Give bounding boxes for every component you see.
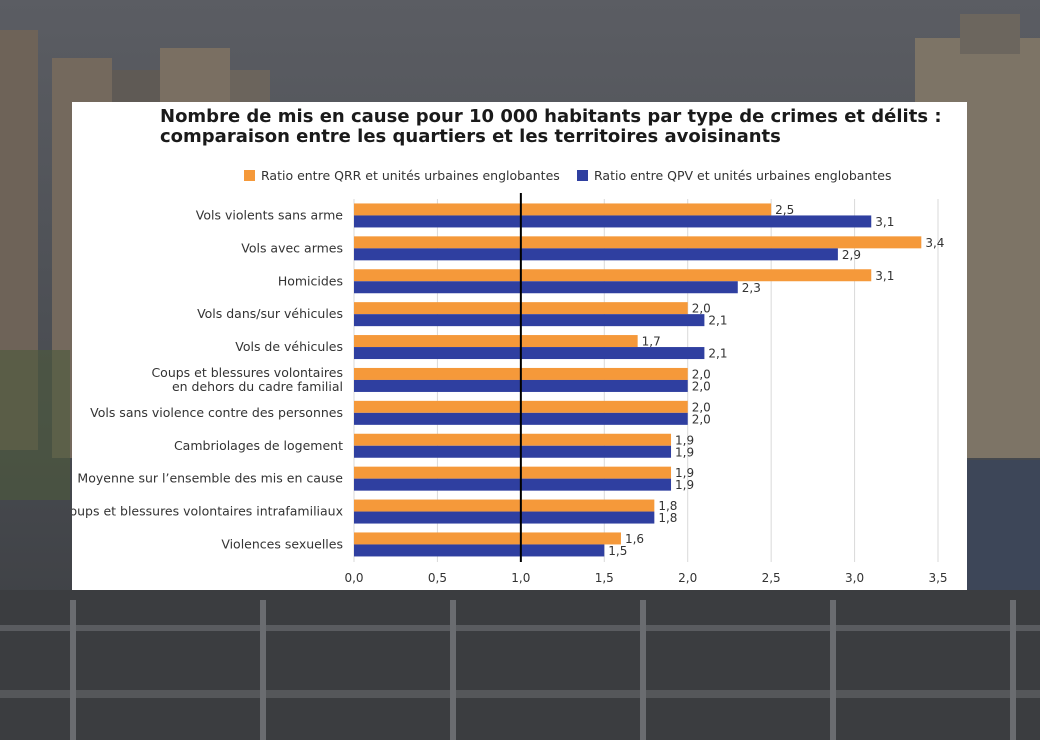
bar-chart-plot: 0,0 0,5 1,0 1,5 2,0 2,5 3,0 3,5 Vols violents sa… xyxy=(72,193,948,585)
bar-qpv xyxy=(354,347,705,360)
legend-label-qpv: Ratio entre QPV et unités urbaines englo… xyxy=(594,168,892,183)
chart-legend: Ratio entre QRR et unités urbaines englo… xyxy=(72,168,967,186)
category-label-line: Coups et blessures volontaires xyxy=(151,365,343,380)
category-label-line: Violences sexuelles xyxy=(221,536,343,551)
category-label: Violences sexuelles xyxy=(221,536,343,551)
category-label-line: Vols de véhicules xyxy=(235,339,343,354)
bar-qpv xyxy=(354,314,705,327)
data-label-qpv: 3,1 xyxy=(875,215,894,229)
bar-qrr xyxy=(354,269,872,282)
category-label-line: Vols violents sans arme xyxy=(196,207,344,222)
category-label-line: Cambriolages de logement xyxy=(174,438,343,453)
category-label-line: Coups et blessures volontaires intrafami… xyxy=(72,504,343,519)
chart-card: Nombre de mis en cause pour 10 000 habit… xyxy=(72,102,967,590)
chart-title: Nombre de mis en cause pour 10 000 habit… xyxy=(160,107,960,147)
data-label-qrr: 2,0 xyxy=(692,367,711,381)
bar-qrr xyxy=(354,335,638,348)
data-label-qrr: 1,6 xyxy=(625,532,644,546)
data-label-qpv: 1,9 xyxy=(675,478,694,492)
data-label-qpv: 1,8 xyxy=(658,511,677,525)
x-tick-label: 0,5 xyxy=(428,571,447,585)
title-line-1: Nombre de mis en cause pour 10 000 habit… xyxy=(160,106,942,127)
data-label-qpv: 1,5 xyxy=(608,544,627,558)
data-label-qpv: 2,9 xyxy=(842,248,861,262)
bar-qpv xyxy=(354,445,672,458)
bar-qpv xyxy=(354,248,838,261)
bar-qrr xyxy=(354,499,655,512)
category-label: Vols avec armes xyxy=(241,240,343,255)
legend-label-qrr: Ratio entre QRR et unités urbaines englo… xyxy=(261,168,560,183)
legend-swatch-qpv xyxy=(577,170,588,181)
bar-qpv xyxy=(354,478,672,491)
category-label: Vols violents sans arme xyxy=(196,207,344,222)
legend-item-qrr: Ratio entre QRR et unités urbaines englo… xyxy=(244,168,560,183)
category-label: Vols sans violence contre des personnes xyxy=(90,405,343,420)
data-label-qpv: 2,0 xyxy=(692,379,711,393)
category-label: Vols de véhicules xyxy=(235,339,343,354)
bar-qpv xyxy=(354,511,655,524)
data-label-qpv: 2,3 xyxy=(742,281,761,295)
data-label-qpv: 2,1 xyxy=(708,347,727,361)
x-tick-label: 0,0 xyxy=(344,571,363,585)
bar-qrr xyxy=(354,466,672,479)
category-label: Coups et blessures volontaires intrafami… xyxy=(72,504,343,519)
data-label-qrr: 3,4 xyxy=(925,236,944,250)
bar-qrr xyxy=(354,203,772,216)
category-label: Cambriolages de logement xyxy=(174,438,343,453)
category-label: Coups et blessures volontaires en dehors … xyxy=(151,365,343,394)
data-label-qrr: 1,7 xyxy=(642,335,661,349)
data-label-qpv: 2,0 xyxy=(692,412,711,426)
data-label-qrr: 2,0 xyxy=(692,400,711,414)
x-tick-label: 3,0 xyxy=(845,571,864,585)
data-label-qrr: 1,9 xyxy=(675,466,694,480)
category-label: Vols dans/sur véhicules xyxy=(197,306,343,321)
x-tick-label: 2,0 xyxy=(678,571,697,585)
category-label-line: Vols dans/sur véhicules xyxy=(197,306,343,321)
x-tick-label: 2,5 xyxy=(762,571,781,585)
category-label-line: Vols sans violence contre des personnes xyxy=(90,405,343,420)
bar-qrr xyxy=(354,236,922,249)
title-line-2: comparaison entre les quartiers et les t… xyxy=(160,126,781,147)
bar-qpv xyxy=(354,281,738,294)
category-label-line: Homicides xyxy=(278,273,343,288)
data-label-qpv: 1,9 xyxy=(675,445,694,459)
data-label-qpv: 2,1 xyxy=(708,314,727,328)
bar-qpv xyxy=(354,215,872,228)
x-tick-label: 1,0 xyxy=(511,571,530,585)
legend-swatch-qrr xyxy=(244,170,255,181)
x-tick-label: 3,5 xyxy=(928,571,947,585)
category-label-line: Vols avec armes xyxy=(241,240,343,255)
bar-qrr xyxy=(354,433,672,446)
x-tick-label: 1,5 xyxy=(595,571,614,585)
bar-qpv xyxy=(354,544,605,557)
data-label-qrr: 2,0 xyxy=(692,302,711,316)
category-label-line: en dehors du cadre familial xyxy=(172,379,343,394)
bar-qrr xyxy=(354,532,621,545)
category-label-line: Moyenne sur l’ensemble des mis en cause xyxy=(77,471,343,486)
data-label-qrr: 1,9 xyxy=(675,433,694,447)
data-label-qrr: 1,8 xyxy=(658,499,677,513)
legend-item-qpv: Ratio entre QPV et unités urbaines englo… xyxy=(577,168,892,183)
category-label: Moyenne sur l’ensemble des mis en cause xyxy=(77,471,343,486)
data-label-qrr: 2,5 xyxy=(775,203,794,217)
data-label-qrr: 3,1 xyxy=(875,269,894,283)
category-label: Homicides xyxy=(278,273,343,288)
